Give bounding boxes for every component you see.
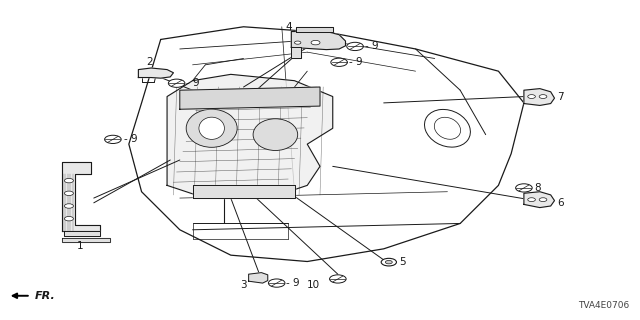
Polygon shape xyxy=(138,68,173,78)
Ellipse shape xyxy=(199,117,225,140)
Text: 7: 7 xyxy=(557,92,564,101)
Circle shape xyxy=(65,191,74,196)
Circle shape xyxy=(65,216,74,221)
Text: - 9: - 9 xyxy=(286,278,300,288)
Polygon shape xyxy=(64,231,100,236)
Text: 6: 6 xyxy=(557,198,564,208)
Circle shape xyxy=(331,58,348,67)
Circle shape xyxy=(540,198,547,202)
Text: TVA4E0706: TVA4E0706 xyxy=(578,301,629,310)
Text: - 9: - 9 xyxy=(124,134,138,144)
Circle shape xyxy=(268,279,285,287)
Circle shape xyxy=(294,41,301,44)
Circle shape xyxy=(65,204,74,208)
Circle shape xyxy=(104,135,121,143)
Text: 10: 10 xyxy=(307,280,320,290)
Text: - 9: - 9 xyxy=(349,57,362,67)
Circle shape xyxy=(381,258,396,266)
Circle shape xyxy=(385,260,392,264)
Polygon shape xyxy=(291,47,301,59)
Text: 3: 3 xyxy=(241,280,247,290)
Text: 5: 5 xyxy=(399,257,406,267)
Polygon shape xyxy=(524,89,554,105)
Circle shape xyxy=(540,95,547,99)
Ellipse shape xyxy=(186,109,237,147)
Ellipse shape xyxy=(253,119,298,150)
Polygon shape xyxy=(193,185,294,198)
Polygon shape xyxy=(62,162,100,231)
Circle shape xyxy=(168,79,185,87)
Polygon shape xyxy=(291,32,346,50)
Ellipse shape xyxy=(435,117,461,139)
Polygon shape xyxy=(296,28,333,32)
Circle shape xyxy=(516,184,532,192)
Polygon shape xyxy=(180,87,320,109)
Text: 2: 2 xyxy=(147,57,154,67)
Polygon shape xyxy=(524,192,554,208)
Circle shape xyxy=(528,95,536,99)
Polygon shape xyxy=(167,74,333,198)
Text: - 9: - 9 xyxy=(365,41,378,52)
Circle shape xyxy=(311,40,320,45)
Circle shape xyxy=(330,275,346,283)
Circle shape xyxy=(65,178,74,183)
Circle shape xyxy=(347,42,364,51)
Polygon shape xyxy=(248,273,268,283)
Text: 8: 8 xyxy=(534,183,541,193)
Polygon shape xyxy=(62,238,109,243)
Text: FR.: FR. xyxy=(35,291,55,301)
Ellipse shape xyxy=(424,109,470,147)
Circle shape xyxy=(528,198,536,202)
Text: - 9: - 9 xyxy=(186,78,200,88)
Text: 1: 1 xyxy=(77,241,83,251)
Text: 4: 4 xyxy=(285,22,292,32)
